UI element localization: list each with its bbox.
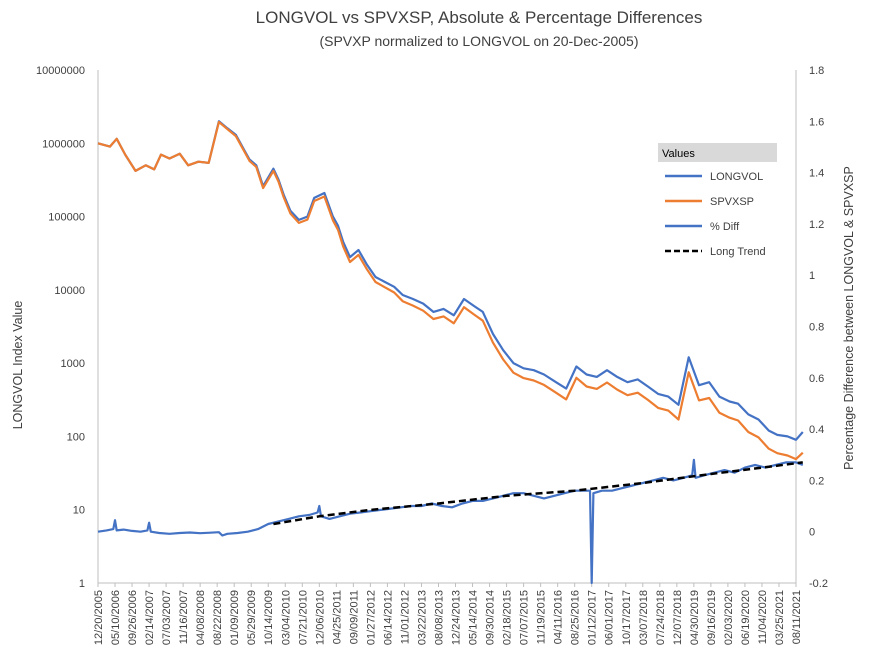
chart-title: LONGVOL vs SPVXSP, Absolute & Percentage… [256,8,703,27]
legend-title: Values [662,148,695,160]
legend-label-diff: % Diff [710,221,740,233]
y2-tick-label: 0.4 [809,424,824,436]
x-tick-label: 09/26/2006 [127,590,139,645]
x-tick-label: 06/01/2017 [604,590,616,645]
y2-tick-label: -0.2 [809,578,828,590]
x-tick-label: 04/25/2011 [331,590,343,644]
x-tick-label: 09/16/2019 [706,590,718,645]
x-tick-label: 01/12/2017 [587,590,599,645]
legend-label-longvol: LONGVOL [710,171,763,183]
x-tick-label: 01/27/2012 [365,590,377,645]
x-tick-label: 01/09/2009 [229,590,241,645]
x-tick-label: 10/17/2017 [621,590,633,645]
y2-axis-label: Percentage Difference between LONGVOL & … [842,166,856,470]
legend: Values LONGVOL SPVXSP % Diff Long Trend [658,143,777,258]
x-tick-label: 12/07/2018 [672,590,684,645]
x-tick-label: 08/22/2008 [212,590,224,645]
x-tick-label: 05/10/2006 [110,590,122,645]
y-axis-label: LONGVOL Index Value [11,301,25,430]
x-tick-label: 07/24/2018 [655,590,667,645]
x-tick-label: 09/30/2014 [485,590,497,645]
x-tick-label: 04/30/2019 [689,590,701,645]
series-line-long-trend [273,461,803,526]
x-tick-label: 04/08/2008 [195,590,207,645]
x-tick-label: 03/22/2013 [416,590,428,645]
x-tick-label: 12/20/2005 [93,590,105,645]
series-line-diff [97,458,804,585]
y-tick-label: 10000000 [36,65,85,77]
series-layer [97,120,804,585]
y-tick-label: 1000000 [42,138,85,150]
x-tick-label: 11/19/2015 [536,590,548,644]
x-tick-label: 02/14/2007 [144,590,156,645]
y2-tick-label: 1.2 [809,219,824,231]
x-tick-label: 12/24/2013 [451,590,463,645]
x-tick-label: 05/29/2009 [246,590,258,645]
x-tick-label: 05/14/2014 [468,590,480,645]
y-tick-label: 100 [67,431,85,443]
y2-tick-label: 1.6 [809,116,824,128]
x-tick-label: 10/14/2009 [263,590,275,645]
x-tick-label: 11/04/2020 [757,590,769,644]
legend-label-long-trend: Long Trend [710,246,766,258]
legend-header-bg [658,143,777,162]
x-tick-label: 08/25/2016 [570,590,582,645]
y-tick-label: 10 [73,505,85,517]
x-tick-label: 12/06/2010 [314,590,326,645]
y-tick-label: 10000 [54,285,85,297]
y-tick-label: 1 [79,578,85,590]
x-tick-label: 11/01/2012 [399,590,411,644]
x-tick-label: 03/04/2010 [280,590,292,645]
x-tick-label: 11/16/2007 [178,590,190,644]
y-tick-label: 100000 [48,212,85,224]
x-tick-label: 06/14/2012 [382,590,394,645]
y2-tick-label: 1.4 [809,168,824,180]
series-line-spvxsp [97,120,804,461]
y-tick-label: 1000 [61,358,85,370]
x-tick-label: 07/21/2010 [297,590,309,645]
x-tick-label: 07/07/2015 [519,590,531,645]
x-tick-label: 04/11/2016 [553,590,565,644]
x-tick-label: 02/03/2020 [723,590,735,645]
legend-items: LONGVOL SPVXSP % Diff Long Trend [665,171,766,258]
y2-tick-label: 0.8 [809,322,824,334]
y2-tick-label: 1 [809,270,815,282]
axes: 110100100010000100000100000010000000-0.2… [36,65,828,645]
chart-subtitle: (SPVXP normalized to LONGVOL on 20-Dec-2… [319,33,638,49]
x-tick-label: 03/07/2018 [638,590,650,645]
x-tick-label: 03/25/2021 [774,590,786,645]
y2-tick-label: 0.6 [809,373,824,385]
x-tick-label: 07/03/2007 [161,590,173,645]
y2-tick-label: 0 [809,527,815,539]
x-tick-label: 09/09/2011 [348,590,360,644]
legend-label-spvxsp: SPVXSP [710,196,754,208]
x-tick-label: 06/19/2020 [740,590,752,645]
x-tick-label: 02/18/2015 [502,590,514,645]
y2-tick-label: 0.2 [809,475,824,487]
y2-tick-label: 1.8 [809,65,824,77]
x-tick-label: 08/11/2021 [791,590,803,644]
x-tick-label: 08/08/2013 [433,590,445,645]
